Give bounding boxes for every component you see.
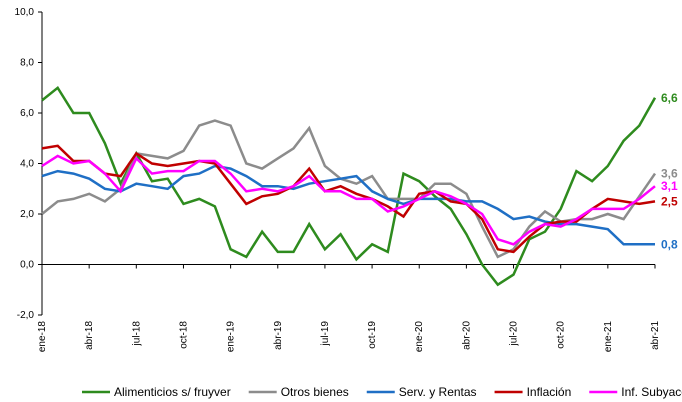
x-tick-label: jul-18 bbox=[131, 321, 142, 347]
y-tick-label: 4,0 bbox=[20, 159, 34, 170]
x-tick-label: ene-18 bbox=[37, 321, 48, 353]
data-label: 3,6 bbox=[661, 167, 678, 181]
x-tick-label: abr-21 bbox=[650, 321, 661, 350]
x-tick-label: ene-19 bbox=[226, 321, 237, 353]
data-label: 2,5 bbox=[661, 194, 678, 208]
legend-label: Serv. y Rentas bbox=[399, 385, 477, 399]
x-tick-label: oct-18 bbox=[178, 321, 189, 349]
series-line bbox=[41, 144, 656, 254]
x-tick-label: oct-19 bbox=[367, 321, 378, 349]
y-tick-label: 6,0 bbox=[20, 108, 34, 119]
y-tick-label: -2,0 bbox=[17, 310, 35, 321]
y-tick-label: 10,0 bbox=[15, 7, 35, 18]
series-line bbox=[41, 154, 656, 246]
x-tick-label: ene-20 bbox=[414, 321, 425, 353]
series-line bbox=[41, 119, 657, 259]
data-label: 6,6 bbox=[661, 91, 678, 105]
x-tick-label: jul-19 bbox=[320, 321, 331, 347]
data-label: 0,8 bbox=[661, 237, 678, 251]
x-tick-label: abr-19 bbox=[273, 321, 284, 350]
x-tick-label: oct-20 bbox=[556, 321, 567, 349]
legend-label: Inf. Subyacente bbox=[621, 385, 682, 399]
legend-label: Otros bienes bbox=[281, 385, 349, 399]
legend-label: Alimenticios s/ fruyver bbox=[114, 385, 231, 399]
x-tick-label: abr-18 bbox=[84, 321, 95, 350]
x-tick-label: abr-20 bbox=[461, 321, 472, 350]
y-tick-label: 0,0 bbox=[20, 260, 34, 271]
data-label: 3,1 bbox=[661, 179, 678, 193]
y-tick-label: 2,0 bbox=[20, 209, 34, 220]
x-tick-label: ene-21 bbox=[603, 321, 614, 353]
series-line bbox=[41, 85, 657, 287]
legend-label: Inflación bbox=[527, 385, 572, 399]
x-tick-label: jul-20 bbox=[509, 321, 520, 347]
y-tick-label: 8,0 bbox=[20, 58, 34, 69]
